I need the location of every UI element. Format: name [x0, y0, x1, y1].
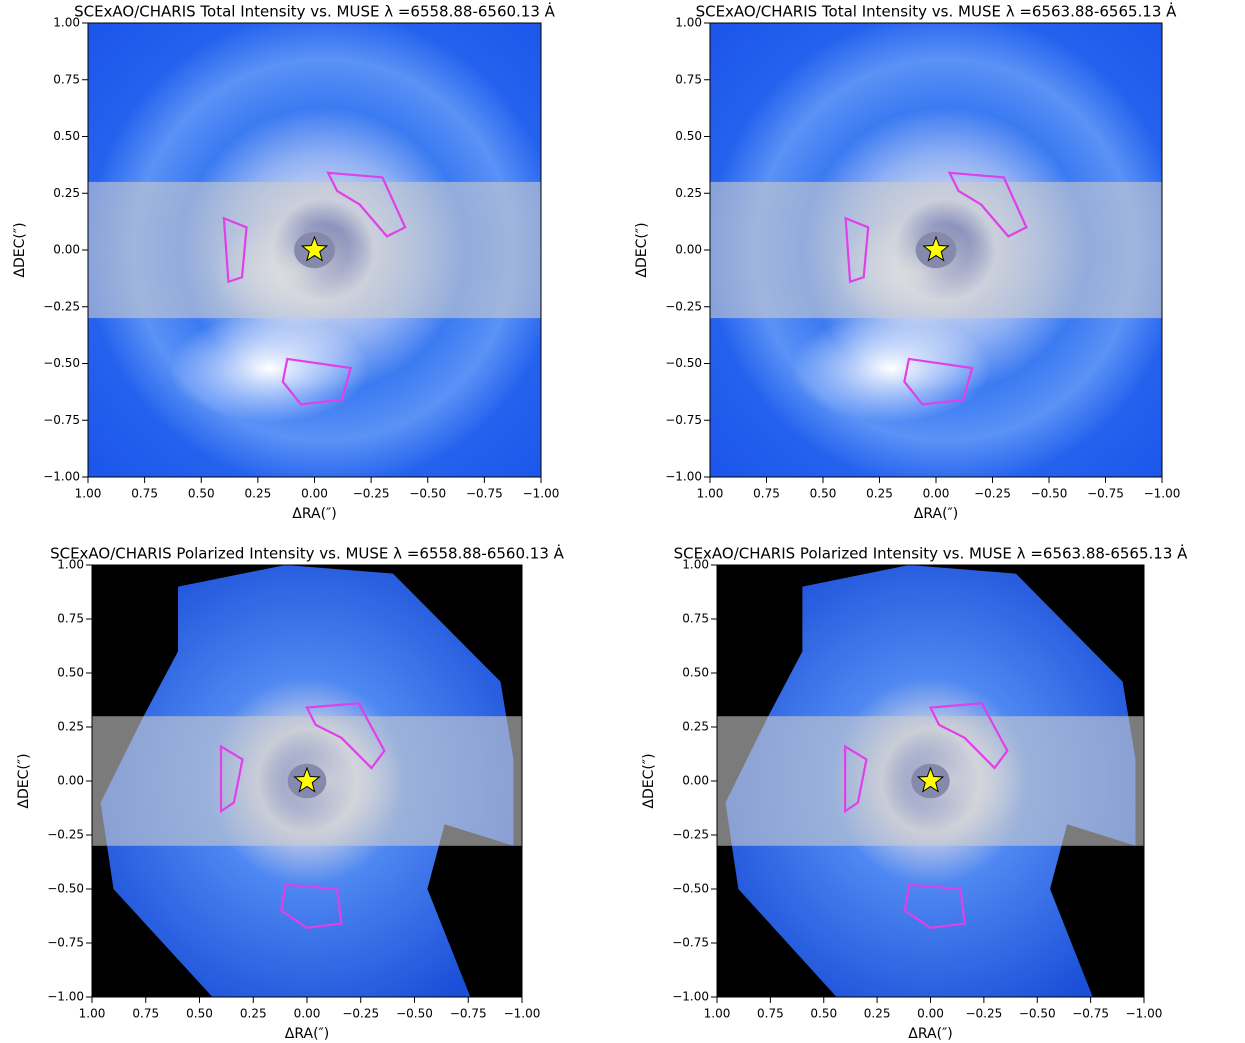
x-tick-label: 0.25: [240, 1007, 267, 1021]
y-tick-label: −0.50: [665, 356, 702, 370]
y-tick-label: −0.50: [47, 882, 84, 896]
x-tick-label: −0.50: [1031, 487, 1068, 501]
y-tick-label: 0.25: [682, 720, 709, 734]
x-tick-label: −0.25: [974, 487, 1011, 501]
chart-title: SCExAO/CHARIS Total Intensity vs. MUSE λ…: [696, 2, 1178, 21]
y-tick-label: −0.75: [665, 413, 702, 427]
y-tick-label: 0.75: [57, 612, 84, 626]
x-tick-label: 1.00: [697, 487, 724, 501]
y-tick-label: 0.50: [675, 129, 702, 143]
y-tick-label: 0.00: [675, 243, 702, 257]
x-tick-label: 0.00: [917, 1007, 944, 1021]
y-tick-label: −1.00: [43, 470, 80, 484]
x-tick-label: −0.75: [450, 1007, 487, 1021]
y-axis-label: ΔDEC(″): [634, 222, 650, 277]
y-axis-label: ΔDEC(″): [12, 222, 28, 277]
y-tick-label: 0.25: [675, 186, 702, 200]
y-tick-label: 0.00: [53, 243, 80, 257]
x-tick-label: 0.25: [864, 1007, 891, 1021]
x-tick-label: 1.00: [79, 1007, 106, 1021]
chart-title: SCExAO/CHARIS Total Intensity vs. MUSE λ…: [74, 2, 556, 21]
y-tick-label: 0.50: [682, 666, 709, 680]
x-tick-label: −1.00: [1144, 487, 1181, 501]
x-tick-label: 0.75: [132, 1007, 159, 1021]
x-tick-label: −0.25: [965, 1007, 1002, 1021]
x-tick-label: 0.00: [294, 1007, 321, 1021]
y-tick-label: −0.50: [672, 882, 709, 896]
y-tick-label: 0.25: [53, 186, 80, 200]
x-axis-label: ΔRA(″): [285, 1026, 329, 1042]
y-tick-label: −1.00: [672, 990, 709, 1004]
x-tick-label: 0.50: [810, 487, 837, 501]
y-axis-label: ΔDEC(″): [641, 753, 657, 808]
y-tick-label: 0.25: [57, 720, 84, 734]
x-tick-label: 1.00: [75, 487, 102, 501]
x-tick-label: −0.50: [409, 487, 446, 501]
y-tick-label: −0.25: [665, 299, 702, 313]
x-tick-label: −0.75: [1087, 487, 1124, 501]
y-tick-label: 0.75: [675, 72, 702, 86]
y-tick-label: −0.25: [43, 299, 80, 313]
chart-title: SCExAO/CHARIS Polarized Intensity vs. MU…: [674, 544, 1189, 563]
y-tick-label: 0.00: [57, 774, 84, 788]
chart-title: SCExAO/CHARIS Polarized Intensity vs. MU…: [50, 544, 565, 563]
y-tick-label: 0.00: [682, 774, 709, 788]
x-tick-label: −1.00: [504, 1007, 541, 1021]
figure: 1.00 0.75 0.50 0.25 0.00 −0.25 −0.50 −0.75 −1.00…: [0, 0, 1245, 1043]
x-tick-label: −1.00: [1126, 1007, 1163, 1021]
y-tick-label: −0.25: [47, 828, 84, 842]
x-tick-label: 0.25: [245, 487, 272, 501]
y-axis-label: ΔDEC(″): [16, 753, 32, 808]
x-tick-label: −0.50: [1019, 1007, 1056, 1021]
x-tick-label: 0.75: [757, 1007, 784, 1021]
x-tick-label: −0.25: [342, 1007, 379, 1021]
x-tick-label: −0.75: [466, 487, 503, 501]
y-tick-label: −1.00: [47, 990, 84, 1004]
x-tick-label: 0.75: [753, 487, 780, 501]
y-tick-label: 0.75: [682, 612, 709, 626]
x-tick-label: 0.50: [186, 1007, 213, 1021]
y-tick-label: 0.50: [57, 666, 84, 680]
x-tick-label: 0.50: [810, 1007, 837, 1021]
x-axis-label: ΔRA(″): [908, 1026, 952, 1042]
y-tick-label: −0.25: [672, 828, 709, 842]
x-tick-label: 0.00: [923, 487, 950, 501]
x-tick-label: 1.00: [704, 1007, 731, 1021]
x-tick-label: −0.25: [353, 487, 390, 501]
y-tick-label: 0.50: [53, 129, 80, 143]
x-tick-label: −0.75: [1072, 1007, 1109, 1021]
bright-region: [791, 314, 990, 423]
y-tick-label: 0.75: [53, 72, 80, 86]
x-tick-label: 0.00: [301, 487, 328, 501]
y-tick-label: −1.00: [665, 470, 702, 484]
x-tick-label: 0.75: [131, 487, 158, 501]
x-tick-label: −0.50: [396, 1007, 433, 1021]
y-tick-label: −0.75: [47, 936, 84, 950]
y-tick-label: −0.75: [43, 413, 80, 427]
y-tick-label: −0.50: [43, 356, 80, 370]
x-tick-label: −1.00: [523, 487, 560, 501]
y-tick-label: −0.75: [672, 936, 709, 950]
x-tick-label: 0.25: [866, 487, 893, 501]
page: 1.00 0.75 0.50 0.25 0.00 −0.25 −0.50 −0.75 −1.00…: [0, 0, 1245, 1043]
x-axis-label: ΔRA(″): [292, 506, 336, 522]
bright-region: [170, 314, 369, 423]
x-tick-label: 0.50: [188, 487, 215, 501]
x-axis-label: ΔRA(″): [914, 506, 958, 522]
